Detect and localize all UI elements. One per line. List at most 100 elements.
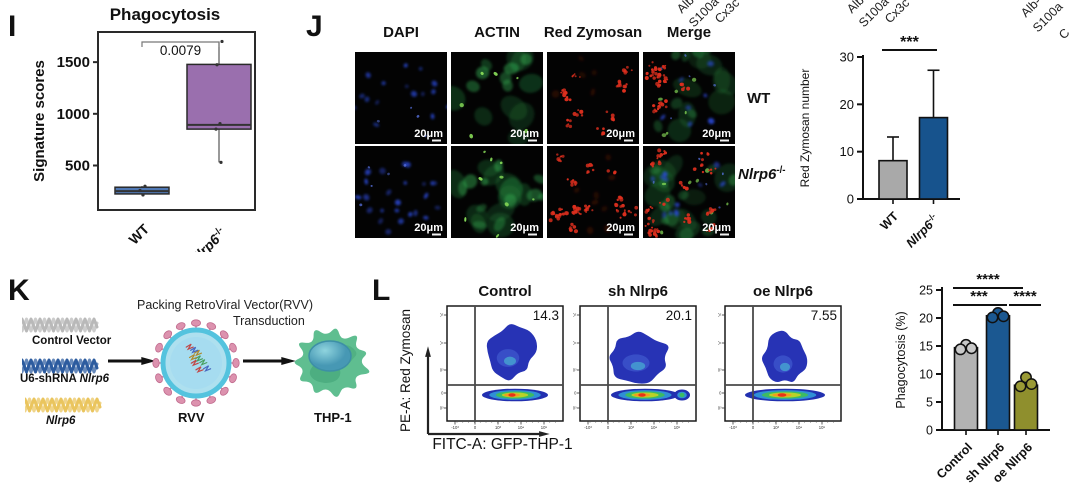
scale-bar-label: 20μm: [414, 222, 443, 234]
crisp-layer: [459, 71, 528, 139]
scale-bar-label: 20μm: [510, 128, 539, 140]
micrograph-dapi-wt: 20μm: [352, 47, 452, 144]
flow-plot-sh-nlrp6: sh Nlrp6 20.1 10⁵ 10⁴ 10³ 0 -10³ -10³ 0 10³ 10⁴ 10⁵: [573, 283, 697, 430]
spike-knob: [155, 373, 163, 384]
y-tick-label: 10: [919, 368, 933, 382]
thp1-cell-icon: [294, 328, 370, 397]
arrow-to-rvv: [108, 357, 156, 365]
x-tick-label: 10⁵: [819, 425, 826, 430]
soft-layer: [653, 42, 738, 143]
rvv-label: RVV: [178, 410, 205, 425]
y-tick-label: -10³: [718, 406, 722, 411]
bar-sh-nlrp6: [985, 314, 1011, 431]
y-tick-label: 0: [847, 192, 854, 207]
rna-squiggle: [195, 366, 204, 374]
chart-title: Phagocytosis: [110, 5, 221, 24]
column-header-dapi: DAPI: [383, 24, 419, 41]
box-wt: [114, 184, 170, 197]
tile-background: [355, 52, 447, 144]
dna-helix-1: [22, 358, 99, 374]
x-tick-label: 10³: [773, 425, 780, 430]
y-tick-label: 10⁵: [718, 313, 722, 318]
blob-core: [779, 362, 791, 372]
x-tick-label: 0: [752, 425, 755, 430]
vector-label-1: U6-shRNA Nlrp6: [20, 373, 110, 385]
bar-wt: [878, 159, 908, 200]
x-tick-label: 10³: [628, 425, 635, 430]
y-tick-label: 25: [919, 284, 933, 298]
y-tick-label: 0: [926, 424, 933, 438]
spike-knob: [152, 358, 160, 368]
x-tick-label: 0: [474, 425, 477, 430]
replicate-dot: [997, 310, 1010, 323]
column-header-actin: ACTIN: [474, 24, 520, 41]
flow-x-arrow: [428, 431, 550, 437]
blob-core: [630, 361, 646, 371]
flow-axis-arrows: [425, 346, 550, 437]
y-tick-label: 10: [840, 144, 854, 159]
micrograph-dapi-nlrp6: 20μm: [354, 146, 447, 238]
row-label-wt: WT: [747, 90, 771, 107]
dna-helix-0: [22, 317, 99, 333]
category-label: WT: [877, 209, 901, 233]
y-tick-label: 500: [65, 158, 90, 175]
vector-label-0: Control Vector: [32, 335, 112, 347]
iqr-box: [186, 63, 252, 130]
blob-core: [504, 356, 516, 366]
p-value-bracket: [141, 41, 220, 47]
data-point: [219, 160, 223, 164]
micrograph-image: 20μm: [542, 52, 639, 144]
virus-core: [170, 337, 222, 389]
rna-squiggle: [185, 343, 194, 351]
soft-layer: [352, 63, 452, 127]
spike-knob: [229, 373, 237, 384]
category-label: Nlrp6-/-: [902, 211, 942, 251]
panel-letter-I: I: [8, 10, 17, 43]
x-tick-label: 0: [607, 425, 610, 430]
crisp-layer: [359, 164, 407, 207]
replicate-dot: [965, 342, 978, 355]
rvv-packing-title: Packing RetroViral Vector(RVV): [137, 298, 314, 312]
spike-knob: [163, 386, 173, 396]
bar-nlrp6: [918, 116, 949, 200]
x-tick-label: 10⁵: [541, 425, 548, 430]
flow-x-axis-label: FITC-A: GFP-THP-1: [432, 436, 573, 453]
scale-bar-label: 20μm: [702, 222, 731, 234]
bar-oe-nlrp6: [1013, 384, 1039, 431]
significance-stars-3: ****: [1013, 288, 1037, 305]
micrograph-image: 20μm: [354, 146, 447, 238]
red-zymosan-number-barchart: Red Zymosan number 0 10 20 30 WT Nlrp6-/- ***: [798, 34, 960, 251]
quadrant-percent: 20.1: [666, 308, 692, 323]
data-point: [141, 193, 145, 197]
flow-plot-title: sh Nlrp6: [608, 283, 668, 300]
panel-letter-J: J: [306, 10, 323, 43]
replicate-dot: [954, 343, 967, 356]
spike-knob: [190, 399, 201, 407]
scale-bar: [528, 139, 537, 142]
micrograph-zymosan-nlrp6: 20μm: [547, 146, 647, 238]
x-tick-label: 10⁴: [651, 425, 658, 430]
data-point: [138, 188, 142, 193]
scale-bar: [432, 139, 441, 142]
cell-nucleus: [308, 340, 352, 372]
p-value: 0.0079: [160, 43, 201, 58]
dna-helix-2: [25, 397, 102, 413]
spike-knob: [232, 358, 240, 369]
retroviral-vector-icon: [152, 319, 240, 407]
y-tick-label: -10³: [440, 406, 444, 411]
scale-bar-label: 20μm: [510, 222, 539, 234]
transduction-label: Transduction: [233, 314, 305, 328]
y-tick-label: 10⁴: [718, 341, 722, 346]
data-point: [143, 184, 147, 188]
band-layer: [508, 393, 516, 397]
thp1-label: THP-1: [314, 410, 352, 425]
y-tick-label: 1000: [57, 106, 90, 123]
y-axis-title: Signature scores: [31, 60, 48, 182]
y-tick-label: 30: [840, 50, 854, 65]
y-tick-label: 15: [919, 340, 933, 354]
column-header-merge: Merge: [666, 24, 712, 41]
y-tick-label: -10³: [573, 406, 577, 411]
band-extra: [679, 392, 685, 398]
flow-y-arrow: [425, 346, 431, 434]
